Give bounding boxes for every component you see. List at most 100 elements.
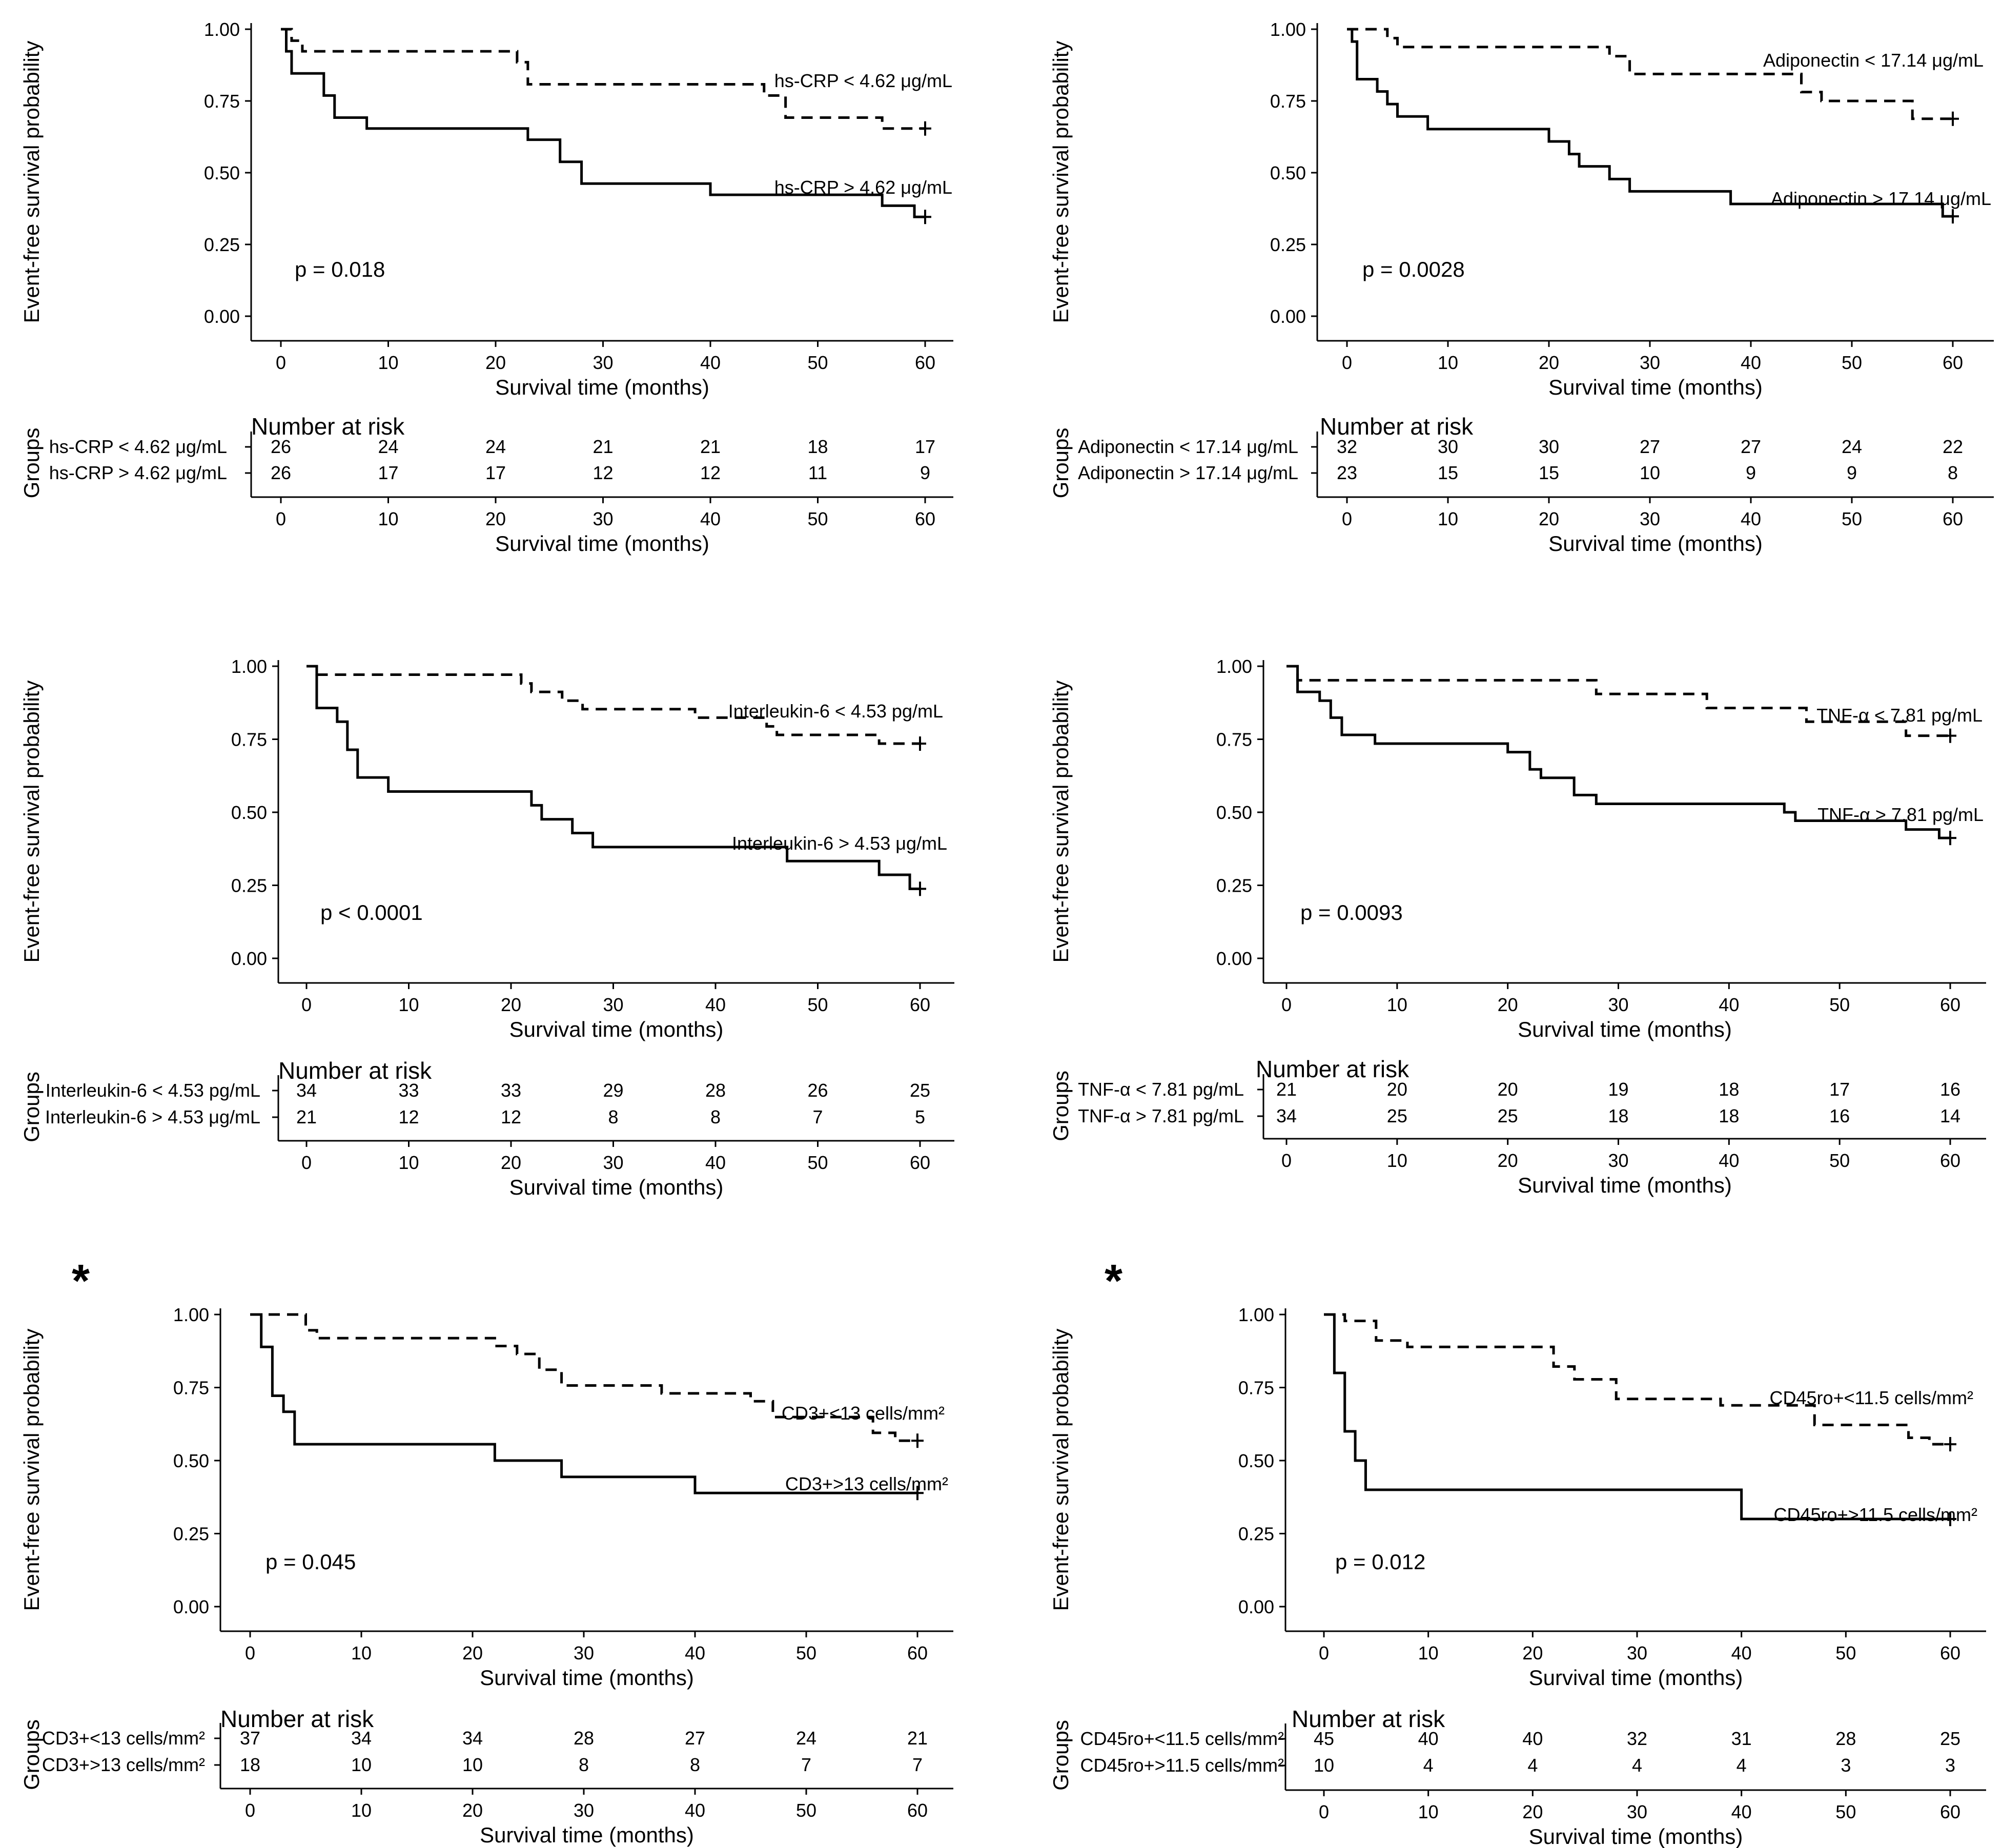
risk-groups-label: Groups: [1049, 428, 1073, 499]
risk-x-tick-label: 10: [398, 1152, 419, 1173]
y-axis-title: Event-free survival probability: [1049, 681, 1073, 963]
risk-x-axis-title: Survival time (months): [1518, 1173, 1732, 1197]
x-tick-label: 10: [351, 1642, 372, 1664]
risk-count: 18: [807, 436, 828, 457]
risk-count: 20: [1387, 1079, 1407, 1100]
curve-label-1: CD3+<13 cells/mm²: [782, 1403, 945, 1424]
x-tick-label: 60: [1940, 1642, 1960, 1664]
y-tick-label: 0.00: [1270, 306, 1306, 327]
risk-table-title: Number at risk: [1320, 413, 1474, 440]
censor-mark: [914, 881, 926, 896]
risk-count: 28: [574, 1728, 594, 1749]
x-axis-title: Survival time (months): [495, 375, 709, 399]
y-tick-label: 0.25: [1270, 234, 1306, 255]
y-tick-label: 0.75: [1238, 1378, 1274, 1399]
x-tick-label: 20: [501, 994, 521, 1015]
risk-count: 33: [398, 1080, 419, 1101]
km-curve-1: [281, 28, 925, 130]
risk-x-axis-title: Survival time (months): [480, 1823, 694, 1847]
y-tick-label: 1.00: [204, 19, 240, 40]
risk-count: 12: [593, 462, 613, 483]
risk-count: 21: [1276, 1079, 1297, 1100]
risk-count: 16: [1829, 1105, 1850, 1126]
risk-x-tick-label: 20: [1522, 1801, 1543, 1822]
risk-x-tick-label: 0: [245, 1800, 255, 1821]
x-tick-label: 0: [276, 352, 286, 373]
risk-count: 4: [1423, 1755, 1434, 1776]
censor-mark: [1944, 1437, 1956, 1452]
risk-x-tick-label: 20: [1498, 1150, 1518, 1171]
x-tick-label: 20: [1539, 352, 1559, 373]
risk-x-tick-label: 60: [1943, 508, 1963, 529]
risk-count: 3: [1945, 1755, 1955, 1776]
p-value: p = 0.018: [295, 257, 385, 281]
risk-count: 9: [920, 462, 930, 483]
km-curve-2: [1324, 1313, 1950, 1521]
x-tick-label: 20: [1522, 1642, 1543, 1664]
risk-count: 34: [296, 1080, 317, 1101]
x-axis-title: Survival time (months): [1518, 1017, 1732, 1041]
x-tick-label: 60: [907, 1642, 928, 1664]
km-curve-2: [307, 665, 920, 890]
km-curve-1: [250, 1313, 917, 1442]
censor-mark: [919, 210, 931, 224]
km-curve-1: [307, 665, 920, 745]
y-tick-label: 0.00: [173, 1596, 209, 1617]
risk-count: 12: [398, 1106, 419, 1127]
risk-count: 9: [1746, 462, 1756, 483]
curve-label-1: Interleukin-6 < 4.53 pg/mL: [728, 701, 943, 722]
risk-x-axis-title: Survival time (months): [1548, 531, 1763, 556]
x-tick-label: 40: [1719, 994, 1739, 1015]
x-tick-label: 10: [378, 352, 398, 373]
censor-mark: [914, 736, 926, 751]
risk-count: 24: [796, 1728, 816, 1749]
curve-label-1: Adiponectin < 17.14 μg/mL: [1763, 50, 1984, 71]
y-axis-title: Event-free survival probability: [19, 41, 44, 323]
risk-count: 8: [710, 1106, 721, 1127]
significance-star: *: [1105, 1256, 1122, 1307]
y-tick-label: 0.25: [231, 875, 267, 896]
x-tick-label: 30: [1640, 352, 1660, 373]
risk-row-label: TNF-α > 7.81 pg/mL: [1078, 1105, 1244, 1126]
risk-row-label: CD45ro+>11.5 cells/mm²: [1080, 1755, 1284, 1776]
x-tick-label: 40: [705, 994, 726, 1015]
y-tick-label: 1.00: [231, 656, 267, 677]
x-tick-label: 0: [1281, 994, 1292, 1015]
risk-row-label: CD3+>13 cells/mm²: [42, 1754, 205, 1775]
x-tick-label: 10: [1387, 994, 1407, 1015]
risk-count: 17: [378, 462, 398, 483]
risk-count: 29: [603, 1080, 623, 1101]
x-tick-label: 40: [700, 352, 721, 373]
y-tick-label: 0.50: [1270, 162, 1306, 183]
risk-x-tick-label: 40: [1741, 508, 1761, 529]
x-tick-label: 30: [593, 352, 613, 373]
risk-count: 7: [912, 1754, 923, 1775]
risk-count: 5: [915, 1106, 925, 1127]
risk-x-tick-label: 20: [462, 1800, 483, 1821]
x-tick-label: 10: [398, 994, 419, 1015]
risk-count: 26: [271, 462, 291, 483]
risk-count: 28: [705, 1080, 726, 1101]
km-panel-3: 0.000.250.500.751.000 10 20 30 40 50 60Surviva…: [19, 656, 954, 1199]
x-tick-label: 30: [1627, 1642, 1647, 1664]
risk-count: 25: [1940, 1728, 1960, 1749]
risk-count: 31: [1731, 1728, 1752, 1749]
risk-x-tick-label: 50: [1835, 1801, 1856, 1822]
risk-count: 22: [1943, 436, 1963, 457]
x-tick-label: 50: [807, 352, 828, 373]
risk-count: 10: [1314, 1755, 1334, 1776]
risk-count: 24: [1842, 436, 1862, 457]
x-axis-title: Survival time (months): [509, 1017, 724, 1041]
risk-x-tick-label: 50: [807, 508, 828, 529]
y-tick-label: 0.75: [173, 1378, 209, 1399]
y-tick-label: 0.75: [1216, 729, 1252, 750]
risk-count: 26: [271, 436, 291, 457]
y-tick-label: 0.50: [231, 802, 267, 823]
risk-count: 14: [1940, 1105, 1960, 1126]
y-tick-label: 1.00: [1216, 656, 1252, 677]
y-axis-title: Event-free survival probability: [1049, 1329, 1073, 1611]
risk-count: 18: [1719, 1105, 1739, 1126]
x-tick-label: 20: [1498, 994, 1518, 1015]
risk-count: 19: [1608, 1079, 1628, 1100]
